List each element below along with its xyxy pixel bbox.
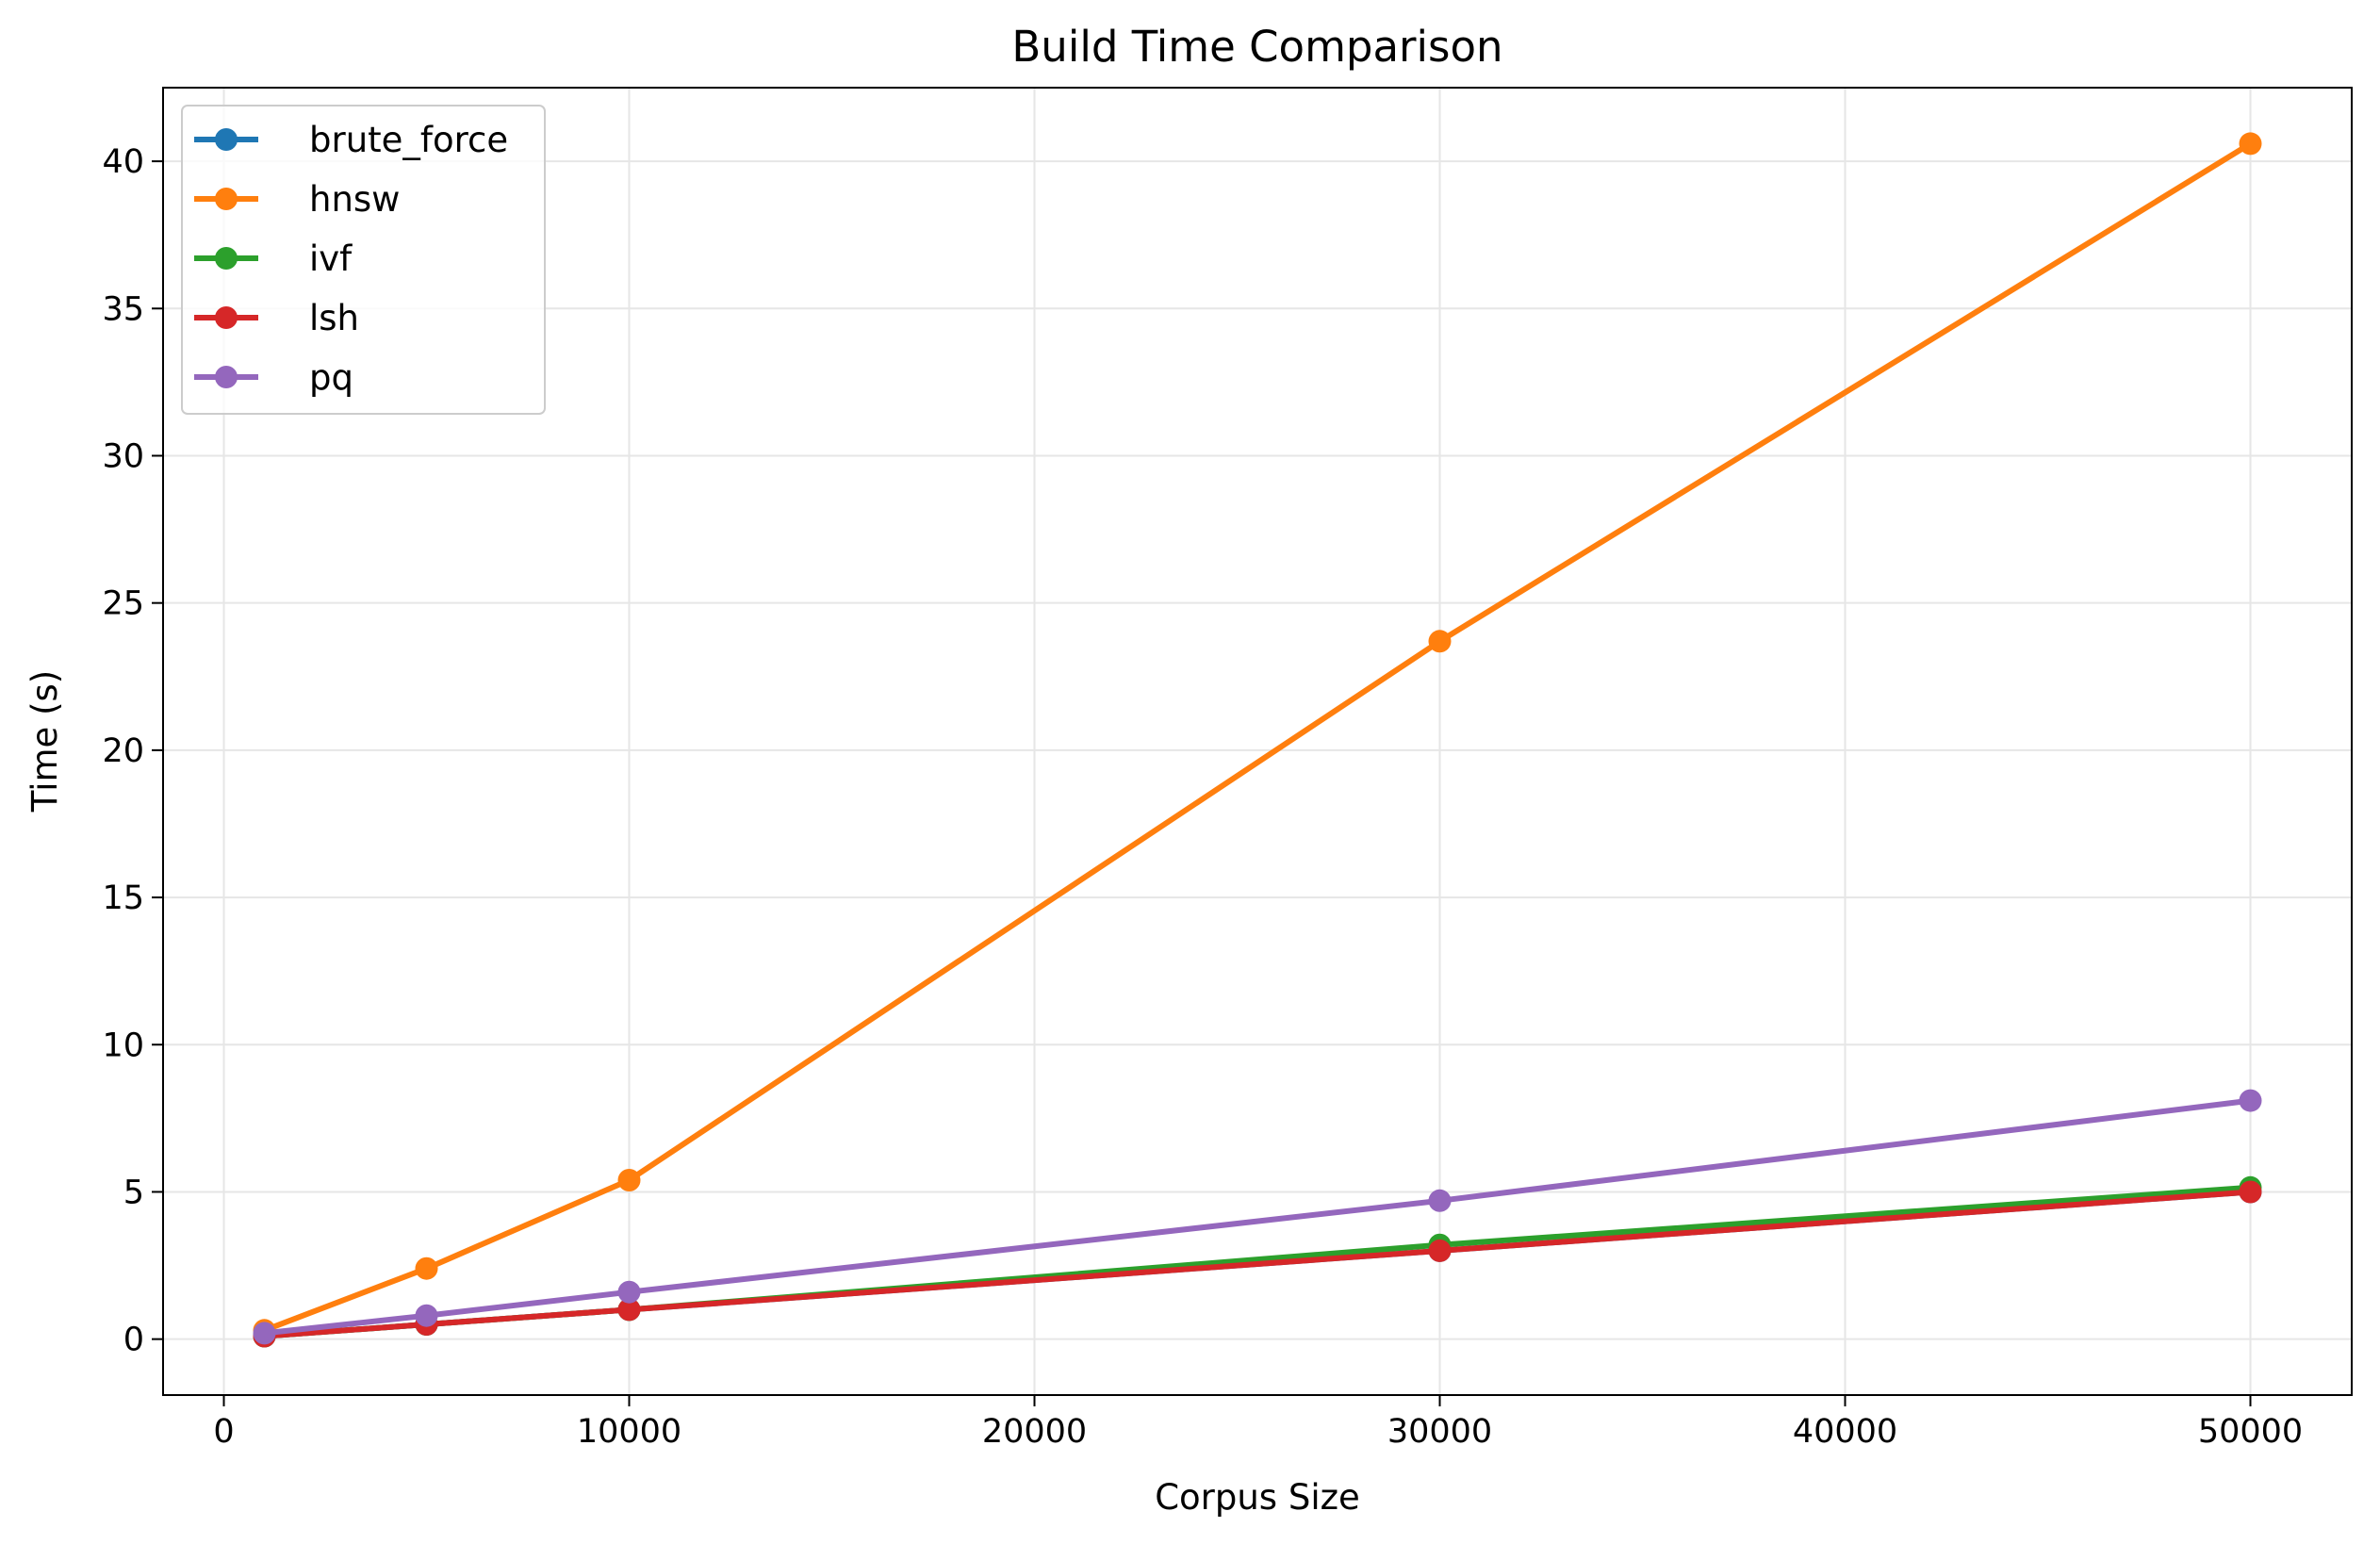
x-tick-label: 0 bbox=[213, 1413, 234, 1451]
legend-item-brute_force: brute_force bbox=[194, 120, 508, 160]
y-axis-ticks: 0 5 10 15 20 25 30 35 40 bbox=[102, 143, 163, 1359]
legend-label-brute_force: brute_force bbox=[309, 120, 508, 160]
plot-frame bbox=[162, 87, 2353, 1396]
data-point-hnsw bbox=[2239, 132, 2262, 156]
series-pq bbox=[253, 1089, 2262, 1345]
x-tick-label: 50000 bbox=[2198, 1413, 2303, 1451]
y-tick-label: 30 bbox=[102, 437, 144, 475]
y-tick-label: 5 bbox=[123, 1174, 144, 1211]
legend-marker-brute_force bbox=[215, 128, 238, 151]
x-tick-label: 40000 bbox=[1793, 1413, 1897, 1451]
y-tick-label: 40 bbox=[102, 143, 144, 181]
x-axis-label: Corpus Size bbox=[1155, 1477, 1360, 1518]
legend-marker-lsh bbox=[215, 306, 238, 329]
legend-item-ivf: ivf bbox=[194, 238, 353, 279]
legend-frame bbox=[181, 105, 546, 415]
legend-marker-hnsw bbox=[215, 188, 238, 210]
x-tick-label: 30000 bbox=[1387, 1413, 1492, 1451]
y-tick-label: 15 bbox=[102, 879, 144, 917]
legend-item-pq: pq bbox=[194, 357, 353, 398]
legend-label-pq: pq bbox=[309, 357, 353, 398]
legend-label-lsh: lsh bbox=[309, 298, 359, 338]
data-point-pq bbox=[253, 1322, 276, 1345]
y-tick-label: 20 bbox=[102, 732, 144, 770]
data-point-lsh bbox=[1428, 1239, 1452, 1262]
x-tick-label: 10000 bbox=[577, 1413, 681, 1451]
legend-item-lsh: lsh bbox=[194, 298, 359, 338]
legend-marker-ivf bbox=[215, 247, 238, 270]
y-tick-label: 10 bbox=[102, 1027, 144, 1064]
x-tick-label: 20000 bbox=[982, 1413, 1087, 1451]
data-point-hnsw bbox=[1428, 630, 1452, 653]
y-tick-label: 25 bbox=[102, 585, 144, 623]
data-point-lsh bbox=[617, 1298, 641, 1322]
data-point-pq bbox=[617, 1280, 641, 1304]
y-axis-label: Time (s) bbox=[25, 670, 65, 813]
legend-label-hnsw: hnsw bbox=[309, 179, 400, 220]
data-point-pq bbox=[1428, 1189, 1452, 1212]
y-tick-label: 0 bbox=[123, 1322, 144, 1359]
data-point-hnsw bbox=[617, 1169, 641, 1191]
data-point-lsh bbox=[2239, 1180, 2262, 1204]
data-point-pq bbox=[2239, 1089, 2262, 1112]
chart-title: Build Time Comparison bbox=[1011, 22, 1502, 72]
series-hnsw bbox=[253, 132, 2262, 1342]
data-point-pq bbox=[415, 1304, 438, 1327]
legend-item-hnsw: hnsw bbox=[194, 179, 400, 220]
data-point-hnsw bbox=[415, 1257, 438, 1280]
legend-marker-pq bbox=[215, 366, 238, 388]
grid-lines bbox=[163, 88, 2352, 1395]
y-tick-label: 35 bbox=[102, 290, 144, 328]
x-axis-ticks: 0 10000 20000 30000 40000 50000 bbox=[213, 1395, 2303, 1451]
legend-label-ivf: ivf bbox=[309, 238, 353, 279]
series-layer bbox=[253, 132, 2262, 1348]
